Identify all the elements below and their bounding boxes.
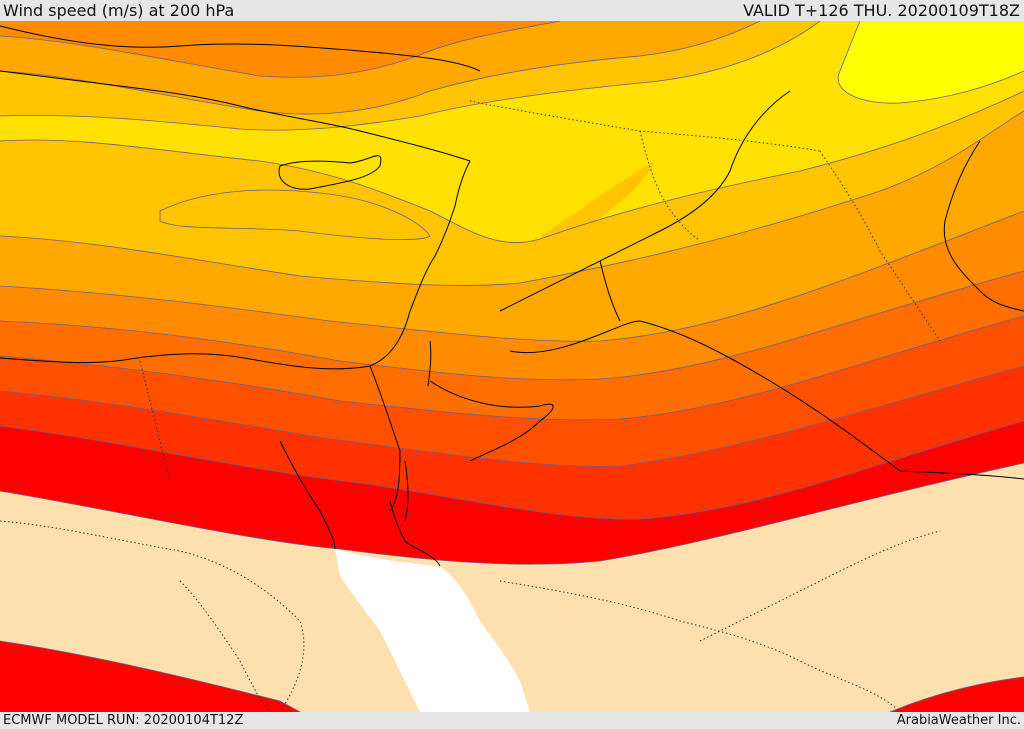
band-amber-sliver	[540, 161, 655, 241]
border-line	[499, 580, 901, 712]
isotach-line	[0, 21, 761, 115]
isotach-line	[0, 90, 1024, 243]
coastline	[429, 380, 554, 462]
model-run: ECMWF MODEL RUN: 20200104T12Z	[3, 713, 244, 728]
coastline	[427, 340, 432, 387]
coastline	[389, 500, 441, 567]
isotach-contours	[0, 21, 1024, 712]
coastline	[509, 320, 1024, 480]
band-orange-north	[0, 21, 560, 78]
coastline	[404, 460, 409, 522]
isotach-line	[0, 110, 1024, 286]
valid-time: VALID T+126 THU. 20200109T18Z	[743, 1, 1020, 20]
isotach-line	[159, 189, 431, 240]
border-line	[179, 580, 271, 712]
coastline	[369, 365, 401, 512]
isotach-line	[0, 210, 1024, 342]
coastline	[0, 25, 481, 72]
map-title: Wind speed (m/s) at 200 hPa	[3, 1, 235, 20]
coastline	[409, 160, 471, 312]
map-canvas	[0, 21, 1024, 712]
isotach-line	[0, 21, 561, 78]
coastlines-and-borders	[0, 25, 1024, 712]
border-line	[0, 520, 305, 712]
coastline	[499, 90, 791, 312]
isotach-line	[0, 365, 1024, 467]
coastline	[0, 70, 471, 162]
isotach-line	[0, 640, 301, 712]
isotach-line	[0, 315, 1024, 421]
isotach-line	[0, 420, 1024, 520]
coastline	[278, 155, 382, 190]
coastline	[279, 440, 336, 550]
border-line	[639, 130, 701, 242]
isotach-line	[837, 21, 1024, 104]
band-red-southeast	[890, 677, 1024, 712]
coastline	[0, 310, 411, 370]
coastline	[943, 140, 1024, 312]
isotach-line	[0, 270, 1024, 381]
isotach-line	[0, 462, 1024, 565]
footer-bar: ECMWF MODEL RUN: 20200104T12Z ArabiaWeat…	[0, 712, 1024, 729]
band-red-southwest	[0, 641, 300, 712]
isotach-line	[889, 676, 1024, 712]
band-yellow-bright	[838, 21, 1024, 104]
header-bar: Wind speed (m/s) at 200 hPa VALID T+126 …	[0, 0, 1024, 21]
coastline	[599, 260, 621, 322]
isotach-line	[0, 21, 821, 131]
credit: ArabiaWeather Inc.	[896, 713, 1021, 728]
band-amber-blob	[160, 190, 430, 240]
red-sea	[335, 549, 530, 712]
border-line	[819, 150, 941, 342]
border-line	[699, 530, 941, 642]
wind-speed-map	[0, 21, 1024, 712]
